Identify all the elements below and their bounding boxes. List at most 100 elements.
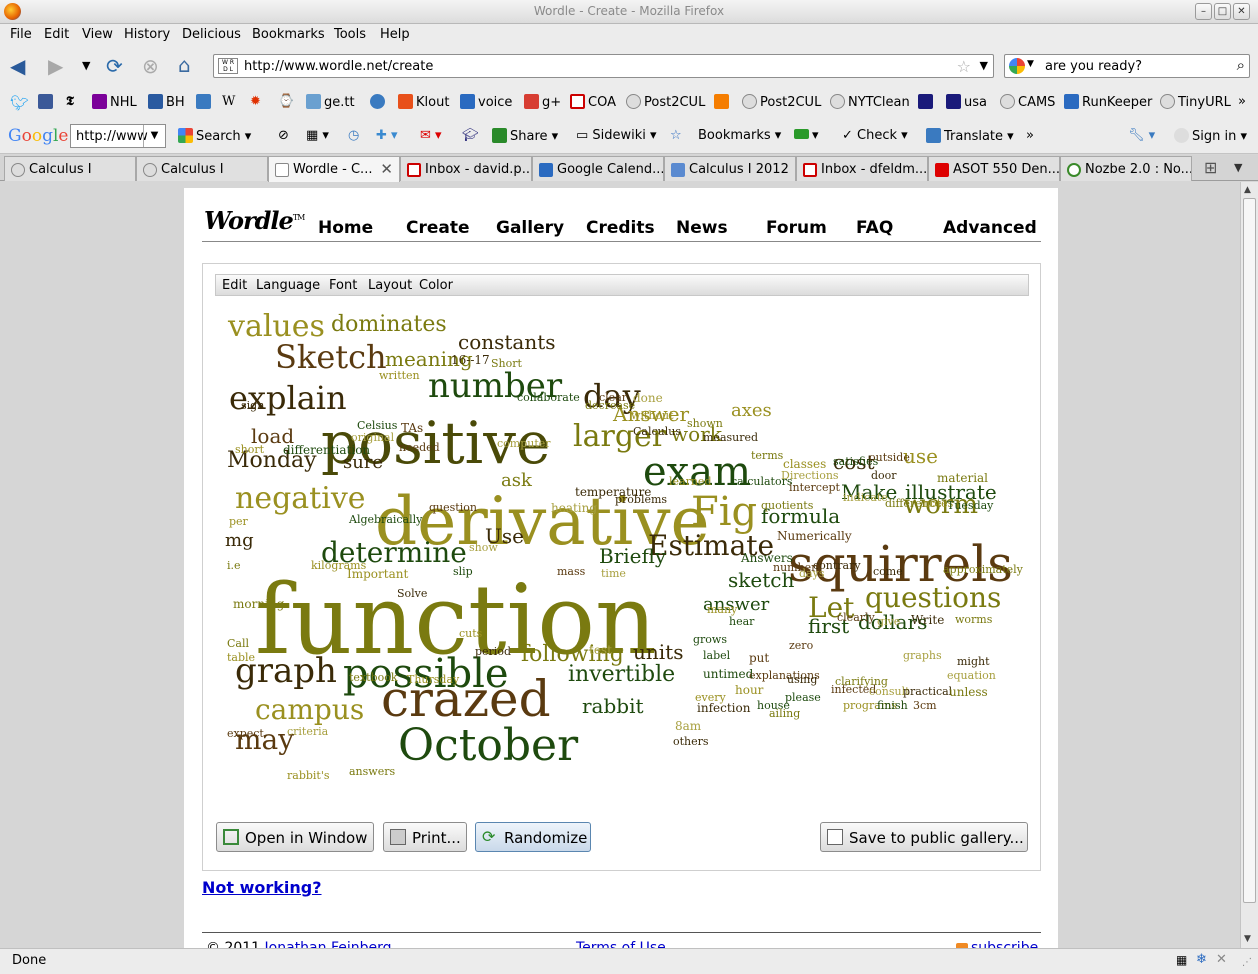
cloud-word-small[interactable]: Answers: [741, 551, 793, 565]
cloud-word-small[interactable]: quotients: [761, 499, 814, 512]
cloud-word-small[interactable]: Write: [911, 613, 945, 627]
new-tab-icon[interactable]: ⊞: [1204, 158, 1218, 177]
cloud-word[interactable]: cost: [833, 450, 875, 474]
puzzle-icon[interactable]: ✚ ▾: [376, 128, 398, 143]
cloud-word[interactable]: dollars: [858, 610, 928, 634]
menu-help[interactable]: Help: [380, 27, 410, 42]
cloud-word-small[interactable]: sign: [241, 399, 265, 412]
twitter-icon[interactable]: 🐦︎: [10, 94, 30, 112]
cloud-word-small[interactable]: slip: [453, 565, 473, 578]
cloud-word[interactable]: may: [235, 723, 295, 756]
check-clock-icon[interactable]: ⌚: [278, 94, 295, 109]
cloud-word-small[interactable]: satisfies: [833, 455, 879, 468]
cloud-word-small[interactable]: difference: [885, 497, 942, 510]
cloud-word-small[interactable]: i.e: [227, 559, 241, 572]
bookmark-nytclean[interactable]: NYTClean: [830, 94, 910, 110]
menu-file[interactable]: File: [10, 27, 32, 42]
search-bar[interactable]: ▼ are you ready? ⌕: [1004, 54, 1250, 78]
status-addon-icon[interactable]: ▦: [1176, 953, 1188, 967]
bookmark-gplus[interactable]: g+: [524, 94, 561, 110]
cloud-word[interactable]: Briefly: [599, 544, 667, 568]
cloud-word-small[interactable]: morning: [233, 597, 285, 611]
scholar-icon[interactable]: 🎓︎: [462, 128, 479, 143]
cloud-word-small[interactable]: test: [589, 643, 612, 657]
burst-icon[interactable]: ✹: [250, 94, 261, 109]
cloud-word-small[interactable]: untimed: [703, 667, 754, 681]
cloud-word[interactable]: questions: [865, 581, 1002, 614]
close-addon-icon[interactable]: ✕: [1216, 952, 1227, 967]
cloud-word[interactable]: derivative: [375, 483, 710, 560]
bookmark-star-icon[interactable]: ☆: [956, 57, 971, 76]
cloud-word[interactable]: mg: [225, 530, 254, 551]
sidewiki-button[interactable]: ▭ Sidewiki ▾: [576, 128, 657, 143]
cloud-word-small[interactable]: cuts: [459, 627, 483, 640]
cloud-word-small[interactable]: problems: [615, 493, 668, 506]
cloud-word-small[interactable]: Calculus: [633, 425, 681, 438]
open-in-window-button[interactable]: Open in Window: [216, 822, 374, 852]
cloud-word[interactable]: Sketch: [275, 338, 387, 376]
cloud-word[interactable]: rabbit: [582, 694, 644, 718]
cloud-word[interactable]: squirrels: [788, 535, 1013, 593]
cloud-word-small[interactable]: rabbit's: [287, 769, 330, 782]
cloud-word-small[interactable]: 3cm: [913, 699, 937, 712]
cloud-word-small[interactable]: 16--17: [451, 353, 490, 367]
bookmark-gett[interactable]: ge.tt: [306, 94, 355, 110]
resize-grip-icon[interactable]: ⋰: [1242, 957, 1252, 968]
cloud-word[interactable]: first: [808, 614, 850, 638]
nav-credits[interactable]: Credits: [586, 218, 655, 238]
cloud-word[interactable]: axes: [731, 400, 772, 421]
cloud-word-small[interactable]: terms: [751, 449, 784, 462]
cloud-word-small[interactable]: criteria: [287, 725, 329, 738]
snowflake-icon[interactable]: ❄: [1196, 952, 1207, 967]
cloud-word-small[interactable]: equation: [947, 669, 996, 682]
cloud-word-small[interactable]: calculators: [731, 475, 793, 488]
tinyletter-icon[interactable]: [370, 94, 388, 110]
applet-menu-color[interactable]: Color: [419, 278, 453, 293]
url-text[interactable]: http://www.wordle.net/create: [244, 59, 434, 74]
cloud-word-small[interactable]: ailing: [769, 707, 801, 720]
clock-icon[interactable]: ◷: [348, 128, 360, 143]
cloud-word-small[interactable]: infection: [697, 701, 751, 715]
cloud-word-small[interactable]: written: [379, 369, 420, 382]
nav-home[interactable]: Home: [318, 218, 374, 238]
home-icon[interactable]: ⌂: [178, 53, 191, 77]
cloud-word[interactable]: Use: [485, 524, 524, 548]
cloud-word-small[interactable]: period: [475, 645, 511, 658]
applet-menu-edit[interactable]: Edit: [222, 278, 248, 293]
cloud-word[interactable]: meaning: [385, 347, 473, 371]
cloud-word-small[interactable]: give: [877, 615, 901, 628]
cloud-word-small[interactable]: intercept: [789, 481, 840, 494]
tab-google-calendar[interactable]: Google Calend...: [532, 156, 664, 181]
cloud-word-small[interactable]: material: [937, 471, 989, 485]
google-search-button[interactable]: Search ▾: [178, 128, 251, 144]
facebook-icon[interactable]: [38, 94, 56, 110]
cloud-word-small[interactable]: kilograms: [311, 559, 367, 572]
cloud-word[interactable]: Estimate: [648, 529, 775, 562]
bookmark-usa[interactable]: usa: [946, 94, 987, 110]
forward-arrow-icon[interactable]: ▶: [48, 54, 64, 78]
cloud-word-small[interactable]: finish: [877, 699, 908, 712]
cloud-word-small[interactable]: might: [957, 655, 990, 668]
cloud-word[interactable]: invertible: [568, 662, 676, 687]
cloud-word-small[interactable]: clarifying: [835, 675, 888, 688]
history-dropdown-icon[interactable]: ▼: [82, 59, 91, 72]
google-bookmarks-button[interactable]: Bookmarks ▾: [698, 128, 782, 143]
menu-delicious[interactable]: Delicious: [182, 27, 241, 42]
cloud-word[interactable]: October: [398, 720, 579, 771]
bookmark-post2cul-1[interactable]: Post2CUL: [626, 94, 705, 110]
bookmark-nhl[interactable]: NHL: [92, 94, 137, 110]
subscribe-link[interactable]: subscribe: [956, 940, 1038, 948]
cloud-word-small[interactable]: Numerically: [777, 529, 852, 543]
cloud-word-small[interactable]: others: [673, 735, 709, 748]
cloud-word[interactable]: load: [251, 424, 295, 448]
cloud-word-small[interactable]: learned: [669, 475, 712, 488]
bookmark-cams[interactable]: CAMS: [1000, 94, 1055, 110]
nav-faq[interactable]: FAQ: [856, 218, 894, 238]
signin-button[interactable]: Sign in ▾: [1174, 128, 1247, 144]
cloud-word-small[interactable]: contrary: [813, 559, 861, 572]
minimize-button[interactable]: –: [1195, 3, 1212, 20]
cloud-word[interactable]: possible: [343, 651, 509, 697]
cloud-word[interactable]: sketch: [728, 568, 795, 592]
applet-menu-language[interactable]: Language: [256, 278, 321, 293]
scroll-up-icon[interactable]: ▲: [1244, 185, 1251, 195]
